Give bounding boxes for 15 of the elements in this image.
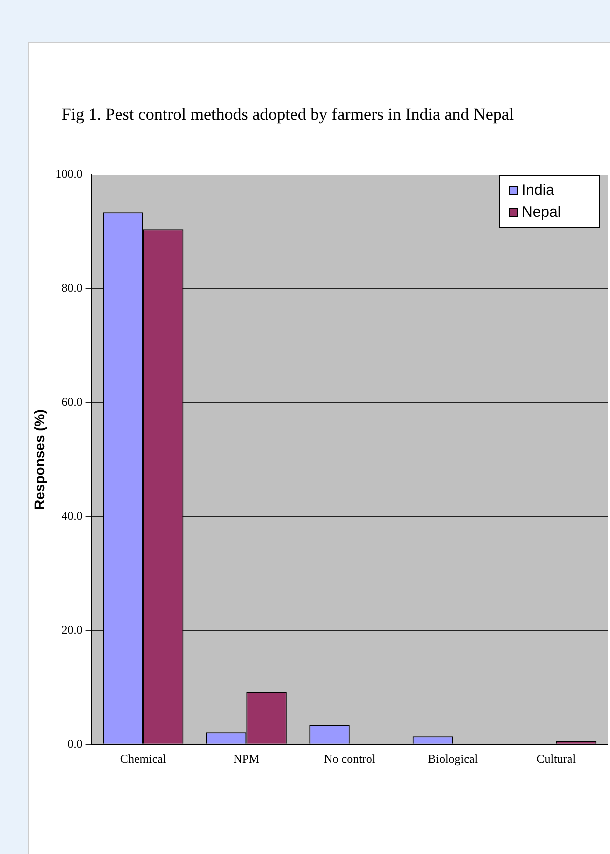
x-tick-label: Cultural bbox=[536, 752, 577, 766]
chart-title: Fig 1. Pest control methods adopted by farmers in India and Nepal bbox=[60, 104, 516, 125]
y-tick-label: 80.0 bbox=[62, 281, 83, 296]
y-tick-label: 100.0 bbox=[56, 167, 83, 182]
x-tick-label: No control bbox=[324, 752, 376, 766]
y-tick-label: 60.0 bbox=[62, 394, 83, 409]
x-tick-label: Chemical bbox=[120, 752, 168, 766]
y-tick-label: 40.0 bbox=[62, 508, 83, 523]
y-tick-label: 0.0 bbox=[68, 736, 83, 751]
legend-label: India bbox=[522, 182, 556, 200]
x-tick-label: NPM bbox=[234, 752, 260, 766]
y-tick-label: 20.0 bbox=[62, 622, 83, 637]
y-axis-title: Responses (%) bbox=[31, 410, 48, 510]
legend-label: Nepal bbox=[522, 204, 562, 222]
x-tick-label: Biological bbox=[428, 752, 479, 766]
